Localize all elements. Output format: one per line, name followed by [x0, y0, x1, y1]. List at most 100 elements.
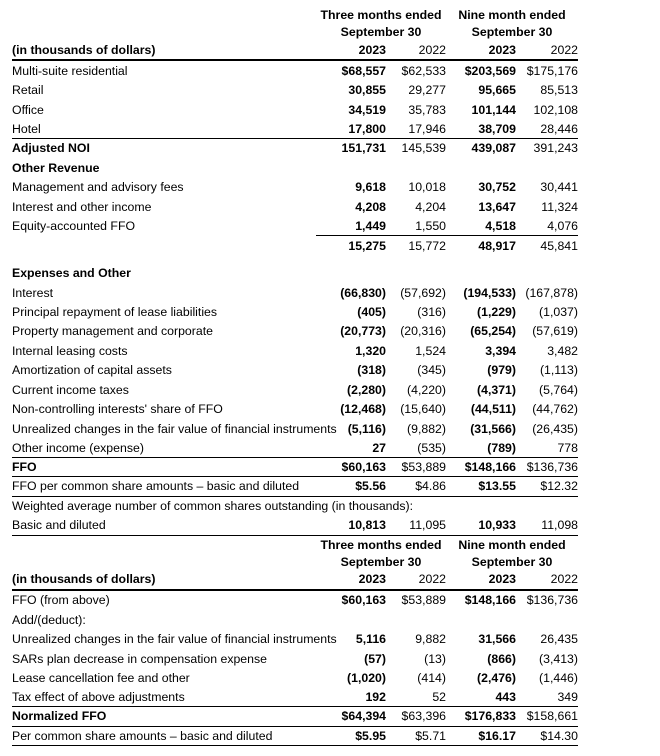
value-cell: (15,640) — [400, 402, 446, 417]
table-row: FFO per common share amounts – basic and… — [12, 477, 578, 497]
value-cell: (167,878) — [525, 285, 578, 300]
value-cell: (57,619) — [532, 324, 578, 339]
period-subtitle: September 30 — [340, 554, 422, 569]
year-column-label: 2023 — [358, 572, 386, 586]
row-header-label: (in thousands of dollars) — [12, 572, 156, 586]
value-cell: 1,449 — [316, 217, 386, 236]
value-cell: $4.86 — [415, 479, 446, 494]
row-label: FFO per common share amounts – basic and… — [12, 479, 300, 494]
value-cell — [316, 263, 386, 282]
header-spacer — [12, 6, 316, 24]
value-cell: (5,116) — [347, 421, 386, 436]
column-group-subtitles: September 30 September 30 — [12, 554, 578, 570]
value-cell: (65,254) — [470, 324, 516, 339]
table-row: Multi-suite residential $68,557 $62,533 $20… — [12, 61, 578, 80]
value-cell: 3,394 — [485, 343, 516, 358]
value-cell: 101,144 — [471, 102, 516, 117]
table-row: Management and advisory fees 9,618 10,018 3… — [12, 178, 578, 197]
table-row: Other income (expense) 27 (535) (789) 778 — [12, 438, 578, 458]
value-cell: (194,533) — [463, 285, 516, 300]
value-cell: $5.95 — [355, 728, 386, 743]
value-cell: 29,277 — [408, 83, 446, 98]
value-cell: (318) — [357, 363, 386, 378]
table-row: Hotel 17,800 17,946 38,709 28,446 — [12, 119, 578, 139]
row-label: Current income taxes — [12, 382, 129, 397]
value-cell: (5,764) — [539, 382, 578, 397]
value-cell: 10,813 — [348, 518, 386, 533]
value-cell: 443 — [495, 689, 516, 704]
value-cell: 9,882 — [415, 632, 446, 647]
value-cell: 30,441 — [540, 180, 578, 195]
period-subtitle: September 30 — [471, 25, 553, 39]
value-cell: (31,566) — [470, 421, 516, 436]
value-cell: 11,095 — [409, 518, 446, 533]
row-label: Unrealized changes in the fair value of … — [12, 421, 337, 436]
value-cell: 15,772 — [408, 238, 446, 253]
value-cell: 17,946 — [408, 121, 446, 136]
value-cell: $62,533 — [401, 63, 446, 78]
table-row: Weighted average number of common shares… — [12, 497, 578, 516]
value-cell: $63,396 — [401, 709, 446, 724]
value-cell — [516, 263, 578, 282]
value-cell: $175,176 — [526, 63, 578, 78]
value-cell — [446, 263, 516, 282]
period-subtitle: September 30 — [471, 554, 553, 569]
row-label: Internal leasing costs — [12, 343, 128, 358]
value-cell: $5.56 — [355, 479, 386, 494]
period-title: Three months ended — [320, 8, 442, 22]
value-cell: 28,446 — [540, 121, 578, 136]
table-row: Property management and corporate (20,773… — [12, 322, 578, 341]
value-cell: 34,519 — [348, 102, 386, 117]
row-label: Hotel — [12, 121, 41, 136]
row-label — [12, 236, 316, 255]
value-cell: (414) — [417, 670, 446, 685]
value-cell: $203,569 — [464, 63, 516, 78]
value-cell: (316) — [417, 304, 446, 319]
row-label: Other income (expense) — [12, 440, 144, 455]
value-cell: $13.55 — [478, 479, 516, 494]
column-group-titles: Three months ended Nine month ended — [12, 6, 578, 24]
row-label: Expenses and Other — [12, 266, 131, 281]
row-label: Property management and corporate — [12, 324, 213, 339]
value-cell: 10,933 — [478, 518, 516, 533]
value-cell: 52 — [432, 689, 446, 704]
value-cell: (866) — [487, 651, 516, 666]
value-cell: (12,468) — [340, 402, 386, 417]
value-cell: 11,324 — [541, 199, 578, 214]
table-row: FFO $60,163 $53,889 $148,166 $136,736 — [12, 458, 578, 478]
value-cell: (2,280) — [347, 382, 386, 397]
row-label: Principal repayment of lease liabilities — [12, 304, 218, 319]
value-cell: 26,435 — [540, 632, 578, 647]
value-cell — [446, 158, 516, 177]
value-cell — [516, 158, 578, 177]
row-label: Basic and diluted — [12, 518, 106, 533]
value-cell: (9,882) — [407, 421, 446, 436]
row-header-label: (in thousands of dollars) — [12, 42, 156, 57]
table-row: SARs plan decrease in compensation expen… — [12, 649, 578, 668]
value-cell: 95,665 — [478, 83, 516, 98]
value-cell: 439,087 — [471, 141, 516, 156]
value-cell: (4,220) — [407, 382, 446, 397]
row-label: Tax effect of above adjustments — [12, 689, 185, 704]
row-label: Management and advisory fees — [12, 180, 184, 195]
table-row: Adjusted NOI 151,731 145,539 439,087 391,243 — [12, 139, 578, 158]
value-cell: (345) — [417, 363, 446, 378]
value-cell: 10,018 — [408, 180, 446, 195]
value-cell: (66,830) — [340, 285, 386, 300]
row-label: Retail — [12, 83, 44, 98]
row-label: Adjusted NOI — [12, 141, 90, 156]
table-row: Expenses and Other — [12, 263, 578, 282]
value-cell: 1,320 — [355, 343, 386, 358]
table-row: Retail 30,855 29,277 95,665 85,513 — [12, 80, 578, 99]
table-row: Unrealized changes in the fair value of … — [12, 629, 578, 648]
row-label: Multi-suite residential — [12, 63, 128, 78]
row-label: Add/(deduct): — [12, 612, 86, 627]
row-label: Interest — [12, 285, 54, 300]
value-cell: 349 — [557, 689, 578, 704]
table-row: Tax effect of above adjustments 192 52 443 3… — [12, 688, 578, 708]
year-header-row: (in thousands of dollars) 2023 2022 2023 202… — [12, 40, 578, 61]
value-cell: $5.71 — [415, 728, 446, 743]
year-column-label: 2022 — [418, 572, 446, 586]
value-cell: 145,539 — [401, 141, 446, 156]
value-cell: 151,731 — [341, 141, 386, 156]
